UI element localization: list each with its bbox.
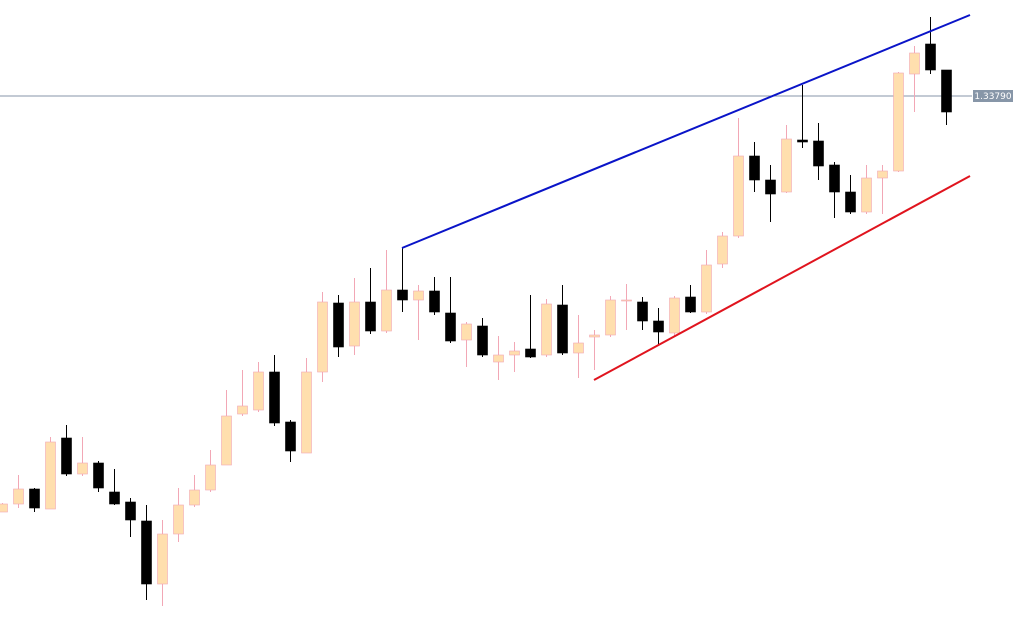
candle-body: [173, 504, 184, 535]
candle-body: [413, 290, 424, 301]
candle-body: [509, 350, 520, 356]
candle-body: [269, 371, 280, 424]
candle-body: [685, 296, 696, 313]
candle-body: [61, 437, 72, 475]
candle-body: [525, 348, 536, 358]
candle-body: [797, 139, 808, 143]
candle-body: [317, 301, 328, 373]
candle-body: [573, 342, 584, 354]
candle-body: [493, 354, 504, 363]
candle-body: [765, 179, 776, 195]
candle-body: [429, 290, 440, 313]
candle-body: [125, 501, 136, 521]
candle-body: [909, 52, 920, 75]
candle-body: [445, 312, 456, 342]
candle-body: [141, 520, 152, 585]
candle-body: [45, 441, 56, 510]
candle-body: [813, 140, 824, 167]
candle-body: [861, 177, 872, 213]
candle-body: [749, 155, 760, 181]
candle-body: [13, 488, 24, 505]
candle-body: [189, 489, 200, 506]
candle-body: [93, 462, 104, 489]
candle-body: [941, 69, 952, 113]
candle-body: [605, 299, 616, 336]
candle-body: [461, 323, 472, 341]
candle-body: [237, 405, 248, 415]
candle-body: [845, 191, 856, 213]
candle-body: [157, 533, 168, 585]
candle-body: [893, 72, 904, 172]
candle-body: [77, 462, 88, 475]
candle-body: [365, 301, 376, 332]
candle-body: [925, 43, 936, 71]
candle-body: [301, 371, 312, 454]
candle-body: [621, 299, 632, 302]
candle-body: [349, 301, 360, 347]
candle-body: [589, 334, 600, 338]
trend-line: [401, 14, 971, 249]
price-label-box: [973, 90, 1013, 102]
candle-body: [701, 264, 712, 313]
candle-body: [653, 320, 664, 333]
candle-body: [669, 297, 680, 334]
trend-line: [593, 175, 971, 381]
candle-body: [877, 170, 888, 179]
candle-body: [781, 138, 792, 193]
candle-body: [221, 415, 232, 466]
candle-body: [381, 289, 392, 332]
candle-body: [0, 503, 8, 513]
candle-body: [541, 303, 552, 356]
candle-body: [253, 371, 264, 411]
candle-body: [557, 304, 568, 354]
candle-body: [29, 488, 40, 509]
candle-body: [205, 464, 216, 491]
candle-body: [285, 421, 296, 452]
candle-body: [397, 289, 408, 301]
candle-body: [637, 301, 648, 322]
candle-body: [733, 155, 744, 237]
candle-body: [717, 235, 728, 265]
candle-body: [477, 325, 488, 356]
candle-body: [829, 164, 840, 193]
candle-body: [333, 302, 344, 348]
candle-body: [109, 491, 120, 505]
price-label: 1.33790: [974, 92, 1011, 102]
